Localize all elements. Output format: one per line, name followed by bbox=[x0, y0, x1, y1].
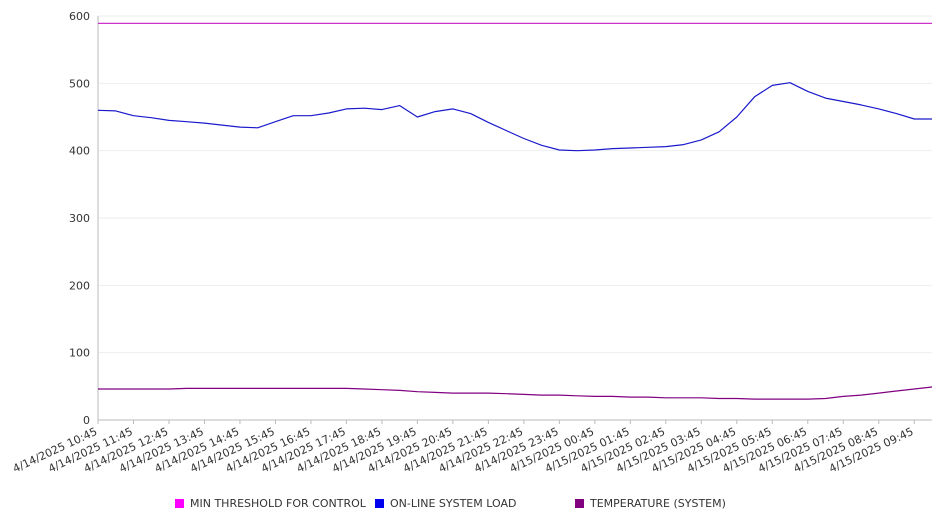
legend-swatch-min-threshold bbox=[175, 499, 184, 508]
y-tick-label-6: 600 bbox=[69, 10, 90, 23]
legend-label-system-load: ON-LINE SYSTEM LOAD bbox=[390, 497, 517, 510]
series-line-system-load bbox=[97, 82, 932, 152]
legend-label-min-threshold: MIN THRESHOLD FOR CONTROL bbox=[190, 497, 366, 510]
legend-swatch-temperature bbox=[575, 499, 584, 508]
y-tick-label-0: 0 bbox=[83, 414, 90, 427]
legend-item-min-threshold[interactable]: MIN THRESHOLD FOR CONTROL bbox=[175, 497, 366, 510]
y-tick-label-1: 100 bbox=[69, 347, 90, 360]
gridlines bbox=[98, 15, 932, 421]
y-tick-label-5: 500 bbox=[69, 77, 90, 90]
series-lines bbox=[97, 22, 933, 400]
legend-swatch-system-load bbox=[375, 499, 384, 508]
legend-item-system-load[interactable]: ON-LINE SYSTEM LOAD bbox=[375, 497, 516, 510]
y-tick-label-2: 200 bbox=[69, 279, 90, 292]
legend-item-temperature[interactable]: TEMPERATURE (SYSTEM) bbox=[575, 497, 726, 510]
series-line-temperature bbox=[98, 386, 933, 400]
y-axis: 0 100 200 300 400 500 600 bbox=[69, 10, 99, 427]
x-axis: 4/14/2025 10:454/14/2025 11:454/14/2025 … bbox=[11, 420, 916, 475]
legend: MIN THRESHOLD FOR CONTROL ON-LINE SYSTEM… bbox=[0, 497, 946, 517]
y-tick-label-3: 300 bbox=[69, 212, 90, 225]
legend-label-temperature: TEMPERATURE (SYSTEM) bbox=[590, 497, 726, 510]
y-tick-label-4: 400 bbox=[69, 145, 90, 158]
